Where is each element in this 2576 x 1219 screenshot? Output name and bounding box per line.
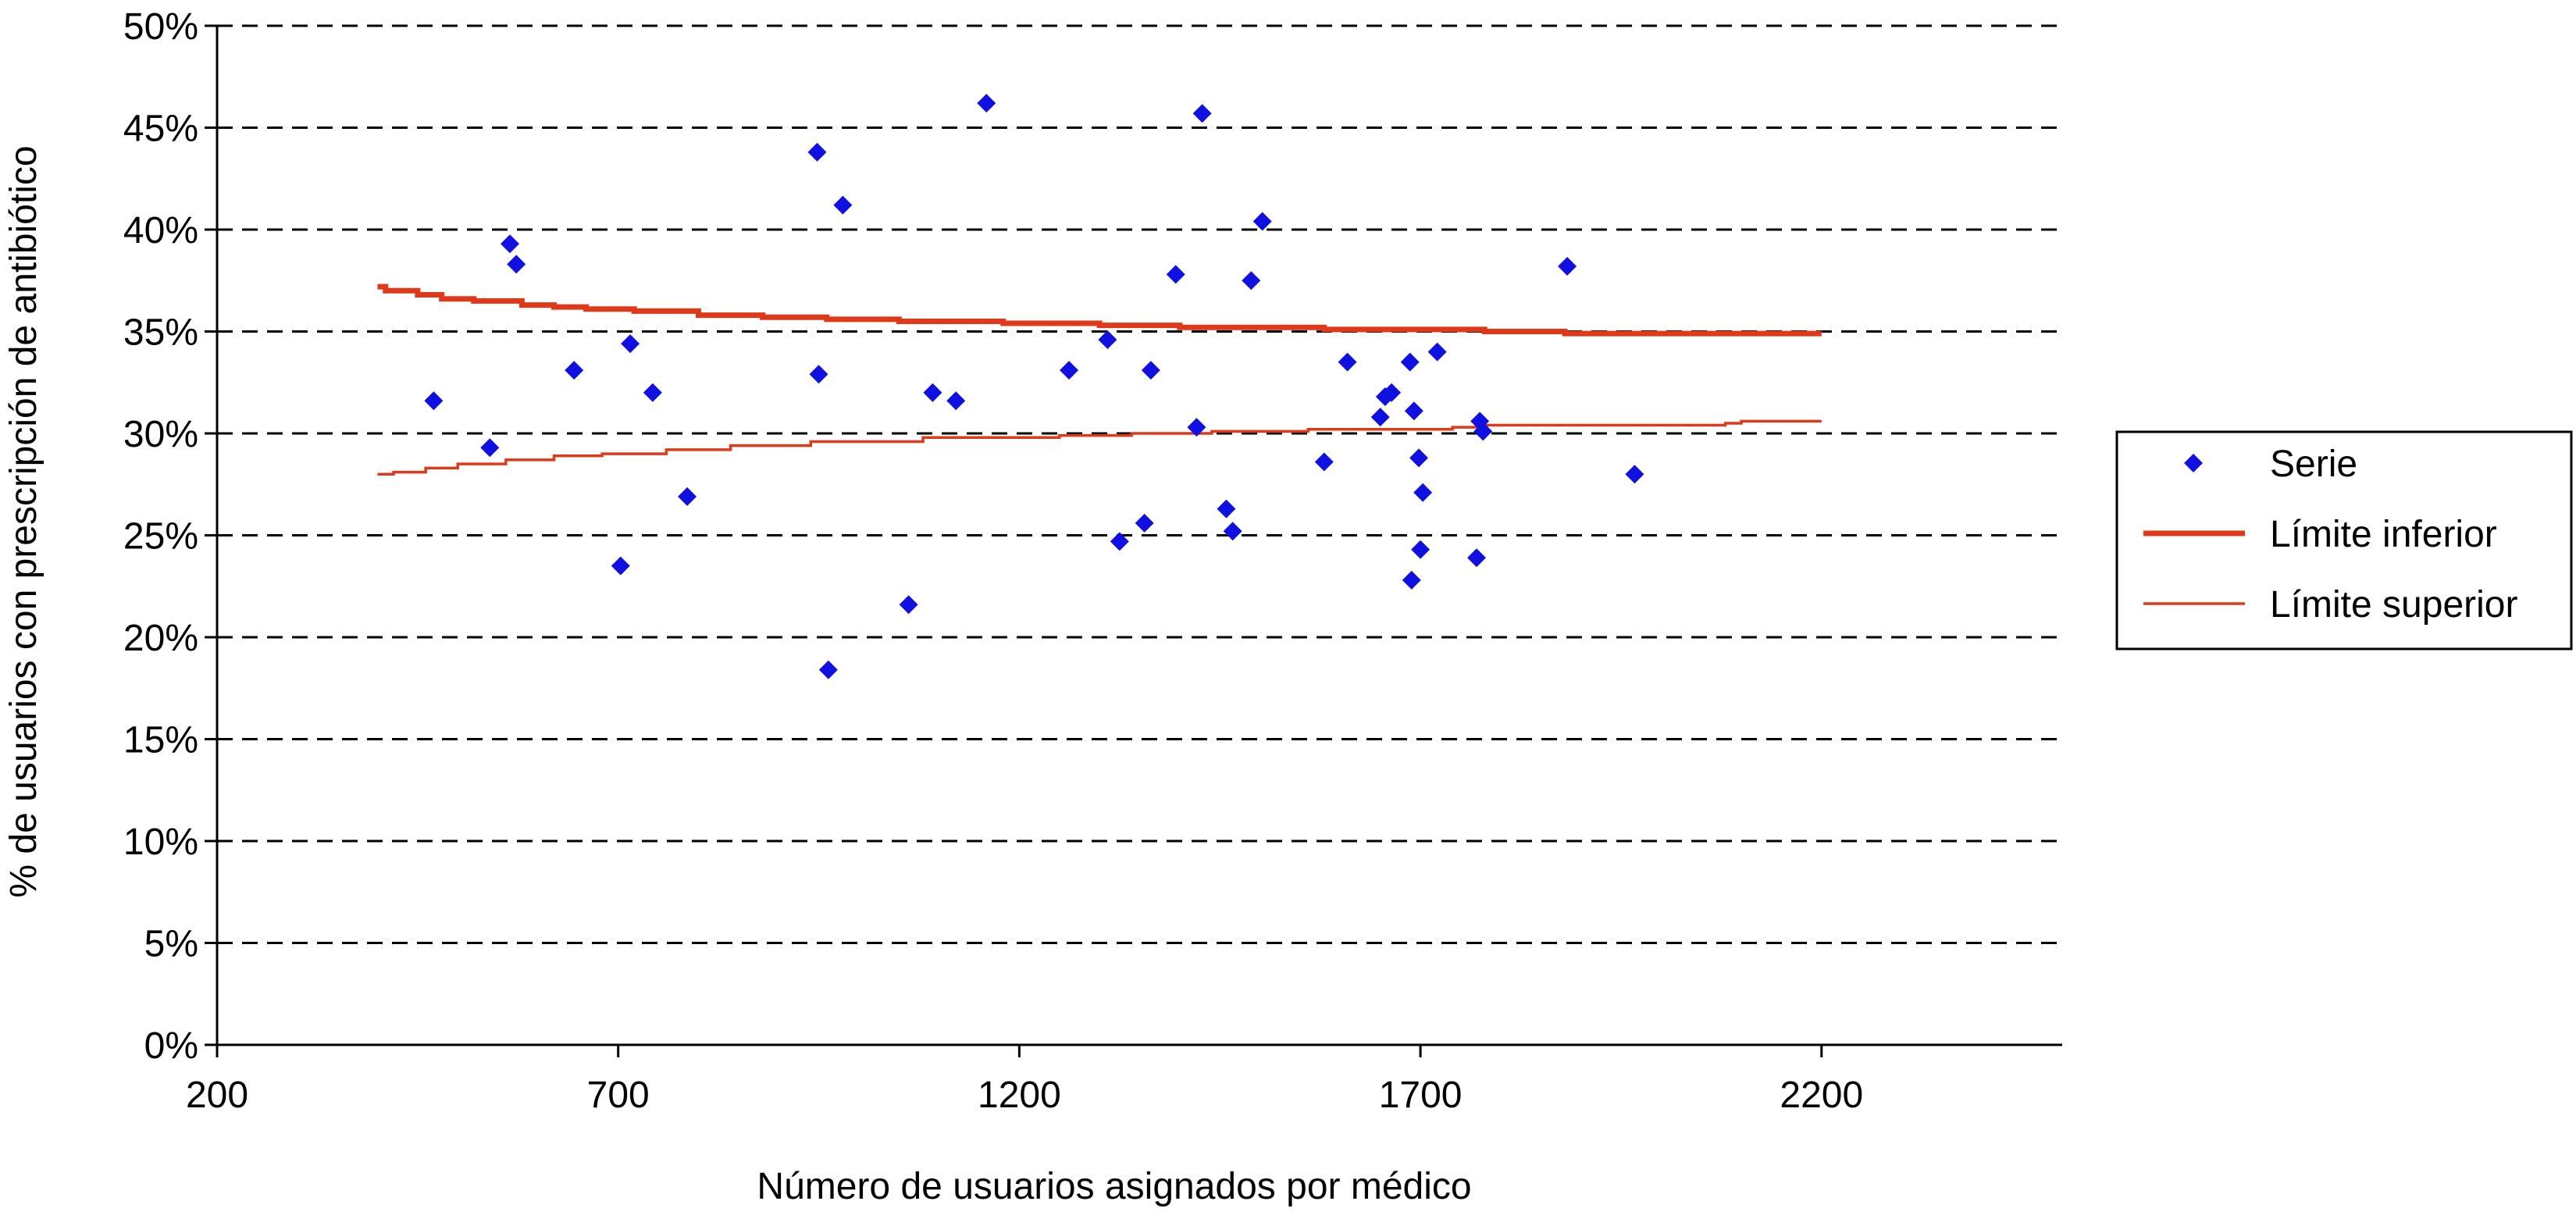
data-point xyxy=(1400,352,1420,372)
data-point xyxy=(1242,271,1261,290)
data-point xyxy=(1217,499,1236,519)
data-point xyxy=(899,595,918,615)
data-point xyxy=(1427,342,1447,362)
data-point xyxy=(507,255,526,274)
x-tick-label: 1700 xyxy=(1379,1075,1463,1116)
data-point xyxy=(833,195,853,215)
series-line xyxy=(377,283,1822,337)
data-point xyxy=(480,438,500,458)
data-point xyxy=(1098,330,1117,349)
data-point xyxy=(500,234,519,254)
data-point xyxy=(1338,352,1357,372)
data-point xyxy=(1060,361,1079,380)
data-point xyxy=(923,383,942,402)
y-tick-label: 25% xyxy=(123,516,198,558)
legend-marker xyxy=(2184,454,2203,472)
data-point xyxy=(807,142,827,162)
legend-frame xyxy=(2115,430,2573,650)
data-point xyxy=(1411,540,1431,559)
data-point xyxy=(1402,570,1421,590)
x-tick-label: 700 xyxy=(587,1075,650,1116)
x-tick-labels: 200 700 1200 1700 2200 xyxy=(186,1075,1863,1116)
y-tick-labels: 0% 5% 10% 15% 20% 25% 30% 35% 40% 45% 50% xyxy=(123,6,198,1067)
data-point xyxy=(1413,483,1433,502)
data-point xyxy=(1473,422,1493,441)
legend: Serie Límite inferior Límite superior xyxy=(2115,430,2573,650)
data-point xyxy=(424,391,444,411)
data-point xyxy=(1141,361,1160,380)
y-tick-label: 40% xyxy=(123,210,198,251)
data-point xyxy=(1187,418,1206,437)
y-tick-label: 50% xyxy=(123,6,198,48)
data-point xyxy=(977,94,996,113)
data-point xyxy=(1409,448,1429,468)
data-point xyxy=(1370,408,1390,427)
axes xyxy=(205,24,2062,1057)
legend-label: Serie xyxy=(2270,444,2357,485)
x-tick-label: 2200 xyxy=(1780,1075,1863,1116)
gridlines xyxy=(217,24,2062,944)
y-tick-label: 45% xyxy=(123,109,198,150)
y-tick-label: 0% xyxy=(144,1025,198,1067)
x-axis-title: Número de usuarios asignados por médico xyxy=(757,1166,1471,1207)
data-point xyxy=(1382,383,1402,402)
y-tick-label: 15% xyxy=(123,720,198,761)
data-point xyxy=(946,391,966,411)
data-point xyxy=(565,361,584,380)
y-tick-label: 30% xyxy=(123,414,198,455)
data-point xyxy=(1558,256,1577,276)
legend-items: Serie Límite inferior Límite superior xyxy=(2143,444,2517,626)
y-tick-label: 10% xyxy=(123,822,198,863)
legend-label: Límite superior xyxy=(2270,584,2517,626)
series xyxy=(377,94,1822,679)
y-tick-label: 5% xyxy=(144,924,198,965)
data-point xyxy=(611,556,630,576)
data-point xyxy=(1192,104,1212,123)
data-point xyxy=(818,660,838,679)
data-point xyxy=(1467,548,1487,568)
data-point xyxy=(809,365,828,384)
y-axis-title: % de usuarios con prescripción de antibi… xyxy=(3,145,45,897)
data-point xyxy=(1314,452,1334,472)
x-tick-label: 1200 xyxy=(978,1075,1061,1116)
data-point xyxy=(678,487,697,506)
data-point xyxy=(1166,265,1185,284)
data-point xyxy=(1625,465,1644,484)
data-point xyxy=(1404,401,1423,421)
data-point xyxy=(621,334,640,354)
data-point xyxy=(1252,212,1272,231)
series-line xyxy=(377,419,1822,476)
y-tick-label: 20% xyxy=(123,618,198,659)
data-point xyxy=(1135,513,1154,533)
x-tick-label: 200 xyxy=(186,1075,248,1116)
legend-label: Límite inferior xyxy=(2270,514,2497,555)
data-point xyxy=(1223,522,1242,541)
y-tick-label: 35% xyxy=(123,312,198,354)
data-point xyxy=(1110,532,1129,551)
data-point xyxy=(643,383,662,402)
